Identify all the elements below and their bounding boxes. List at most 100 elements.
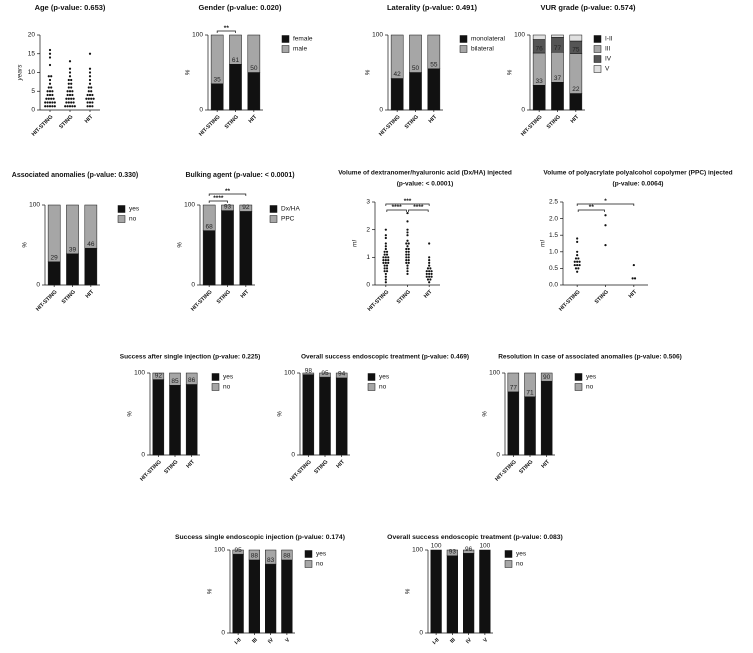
bar-segment: [232, 553, 244, 634]
data-label: 85: [171, 378, 179, 385]
legend-swatch: [304, 560, 313, 568]
bar-segment: [319, 372, 331, 378]
y-tick-label: 2: [366, 226, 370, 233]
data-point: [92, 97, 95, 100]
data-label: 90: [543, 374, 551, 381]
data-point: [48, 52, 52, 55]
data-point: [405, 259, 408, 262]
data-point: [52, 97, 55, 100]
data-point: [86, 105, 89, 108]
bar-segment: [84, 247, 98, 286]
y-tick-label: 0: [419, 630, 423, 637]
x-tick-label: HIT-STING: [558, 289, 581, 312]
data-point: [574, 257, 578, 260]
x-tick-label: HIT: [248, 114, 259, 125]
y-tick-label: 5: [31, 88, 35, 95]
data-point: [576, 250, 579, 253]
significance-label: *: [604, 198, 607, 205]
data-label: 55: [430, 61, 438, 68]
data-label: 68: [206, 223, 214, 230]
chart-subtitle: (p-value: 0.0064): [613, 181, 664, 188]
x-tick-label: HIT-STING: [520, 114, 543, 137]
data-point: [406, 220, 409, 223]
data-point: [48, 56, 52, 59]
legend-swatch: [574, 373, 583, 381]
y-axis-label: %: [277, 411, 284, 417]
x-tick-label: HIT-STING: [35, 289, 58, 312]
data-point: [47, 75, 50, 78]
bar-segment: [335, 372, 348, 379]
x-tick-label: STING: [546, 114, 562, 130]
y-tick-label: 100: [514, 32, 525, 39]
data-label: 42: [394, 71, 402, 78]
data-point: [385, 250, 389, 253]
data-label: 92: [242, 204, 250, 211]
data-point: [70, 86, 73, 89]
data-label: 35: [214, 76, 222, 83]
bar-segment: [427, 34, 441, 69]
data-point: [44, 101, 47, 104]
x-tick-label: HIT-STING: [190, 289, 213, 312]
significance-label: ****: [213, 195, 224, 202]
data-point: [426, 267, 430, 270]
data-point: [70, 82, 73, 85]
x-tick-label: STING: [61, 289, 77, 305]
data-point: [384, 247, 387, 251]
data-point: [71, 90, 74, 93]
data-point: [45, 97, 48, 100]
legend-label: monolateral: [471, 36, 506, 43]
y-tick-label: 0: [521, 107, 525, 114]
data-point: [428, 275, 431, 278]
data-point: [73, 105, 76, 108]
legend-label: no: [586, 384, 594, 391]
data-point: [71, 93, 74, 97]
legend-label: bilateral: [471, 46, 494, 53]
bar-segment: [232, 549, 244, 555]
data-point: [428, 270, 431, 273]
y-tick-label: 0: [31, 107, 35, 114]
data-point: [407, 250, 410, 253]
x-tick-label: STING: [58, 114, 74, 130]
data-point: [51, 90, 54, 93]
data-point: [88, 67, 92, 70]
data-point: [577, 267, 580, 270]
legend-swatch: [281, 45, 290, 53]
data-point: [86, 101, 89, 104]
data-point: [383, 267, 386, 270]
y-tick-label: 100: [134, 370, 145, 377]
legend-swatch: [459, 45, 468, 53]
chart-title: Volume of dextranomer/hyaluronic acid (D…: [338, 170, 512, 177]
bar-segment: [319, 376, 331, 456]
bar-segment: [446, 555, 458, 634]
data-point: [88, 75, 92, 78]
data-label: 29: [51, 255, 59, 262]
significance-label: ****: [392, 204, 403, 211]
bar-segment: [390, 34, 404, 79]
significance-bracket: [208, 193, 247, 196]
data-point: [87, 86, 90, 89]
x-tick-label: HIT: [628, 289, 639, 300]
data-point: [576, 240, 579, 243]
data-label: 94: [338, 371, 346, 378]
bar-segment: [302, 374, 315, 456]
data-point: [425, 272, 428, 276]
bar-segment: [185, 372, 198, 385]
bar-segment: [169, 385, 181, 456]
data-label: 83: [267, 557, 275, 564]
chart-title: Resolution in case of associated anomali…: [498, 354, 682, 361]
data-label: 77: [554, 45, 562, 52]
bar-segment: [152, 379, 165, 456]
data-label: 50: [250, 65, 258, 72]
y-tick-label: 0: [291, 452, 295, 459]
bar-segment: [248, 549, 260, 561]
significance-label: **: [224, 25, 230, 32]
y-tick-label: 0: [366, 282, 370, 289]
data-label: 100: [431, 543, 442, 550]
data-point: [574, 267, 578, 270]
bar-segment: [84, 204, 98, 249]
legend-label: V: [605, 66, 610, 73]
data-point: [50, 75, 53, 78]
bar-segment: [169, 372, 181, 386]
x-tick-label: IV: [465, 637, 473, 645]
data-point: [90, 86, 93, 89]
